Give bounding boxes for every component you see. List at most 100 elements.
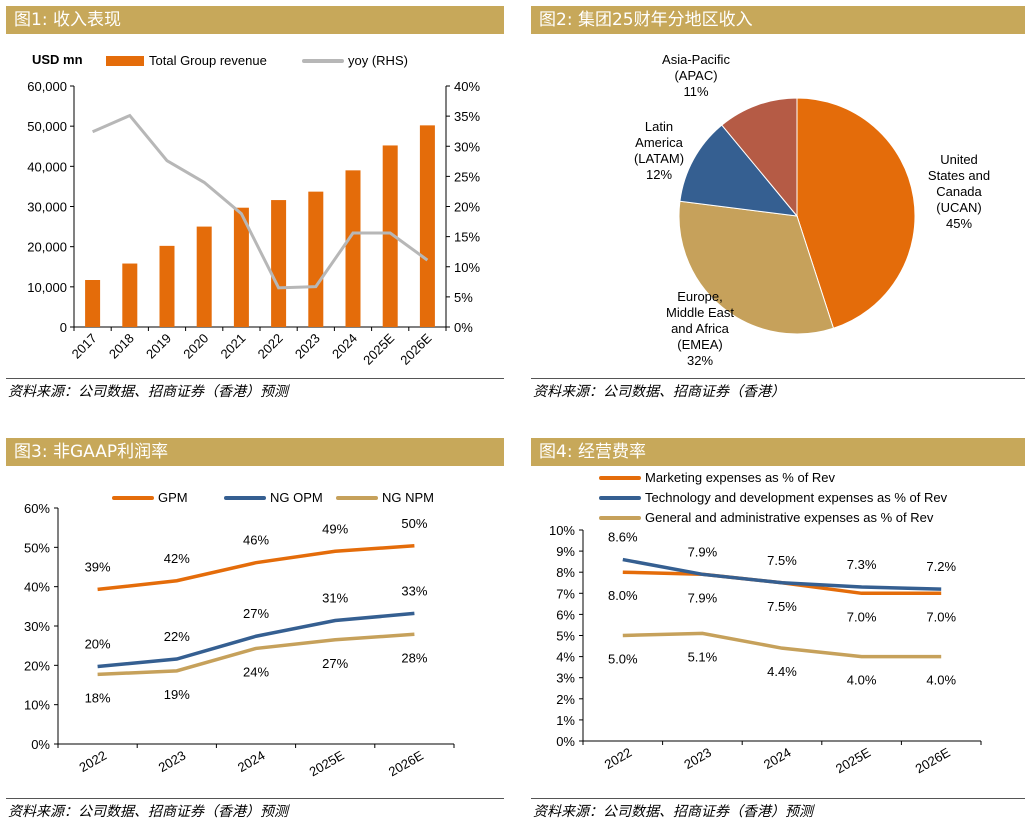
- panel-title: 图1: 收入表现: [6, 6, 504, 34]
- x-tick-label: 2024: [761, 745, 794, 772]
- bar: [308, 191, 324, 327]
- panel-title: 图4: 经营费率: [531, 438, 1025, 466]
- legend-label: GPM: [158, 490, 188, 505]
- pie-label: (LATAM): [634, 151, 684, 166]
- pie-slice: [796, 97, 916, 329]
- pie-slice: [679, 124, 799, 217]
- legend-label: General and administrative expenses as %…: [645, 510, 934, 525]
- y-tick-label: 50,000: [27, 119, 67, 134]
- pie-label: 11%: [683, 84, 708, 99]
- data-label: 19%: [164, 687, 190, 702]
- legend-label: Marketing expenses as % of Rev: [645, 470, 836, 485]
- y-tick-label: 60%: [24, 501, 50, 516]
- pie-slice: [678, 200, 835, 335]
- data-label: 31%: [322, 590, 348, 605]
- panel-source: 资料来源：公司数据、招商证券（香港）预测: [6, 798, 504, 821]
- x-tick-label: 2025E: [360, 330, 397, 367]
- y2-tick-label: 35%: [454, 109, 480, 124]
- x-tick-label: 2025E: [833, 744, 873, 776]
- pie-label: 12%: [646, 167, 672, 182]
- y-tick-label: 40,000: [27, 159, 67, 174]
- y-tick-label: 20%: [24, 658, 50, 673]
- y2-tick-label: 0%: [454, 320, 473, 335]
- y-tick-label: 20,000: [27, 240, 67, 255]
- bar: [271, 200, 287, 327]
- pie-label: (APAC): [674, 68, 717, 83]
- pie-label: America: [635, 135, 683, 150]
- pie-label: 45%: [946, 216, 972, 231]
- y-tick-label: 9%: [556, 544, 575, 559]
- pie-label: 32%: [687, 353, 713, 368]
- y2-tick-label: 20%: [454, 200, 480, 215]
- series-line: [97, 632, 415, 677]
- series-line: [622, 631, 942, 659]
- expense-chart: Marketing expenses as % of Rev Technology…: [549, 470, 982, 776]
- data-label: 7.0%: [847, 609, 877, 624]
- x-tick-label: 2024: [329, 331, 360, 362]
- panel-source: 资料来源：公司数据、招商证券（香港）预测: [6, 378, 504, 401]
- data-label: 33%: [401, 583, 427, 598]
- data-label: 7.5%: [767, 553, 797, 568]
- pie-label: Latin: [645, 119, 673, 134]
- series-line: [97, 544, 415, 592]
- y-tick-label: 7%: [556, 586, 575, 601]
- bar: [122, 263, 138, 327]
- data-label: 39%: [85, 559, 111, 574]
- pie-label: United: [940, 152, 978, 167]
- data-label: 4.4%: [767, 664, 797, 679]
- data-label: 7.0%: [926, 609, 956, 624]
- data-label: 20%: [85, 637, 111, 652]
- data-label: 7.9%: [688, 590, 718, 605]
- x-tick-label: 2026E: [397, 330, 434, 367]
- y2-tick-label: 5%: [454, 290, 473, 305]
- data-label: 8.0%: [608, 588, 638, 603]
- bar: [85, 280, 101, 327]
- y-tick-label: 0%: [556, 734, 575, 749]
- bar: [345, 170, 361, 327]
- data-label: 27%: [243, 606, 269, 621]
- x-tick-label: 2020: [180, 331, 211, 362]
- y-tick-label: 8%: [556, 565, 575, 580]
- legend-label: yoy (RHS): [348, 53, 408, 68]
- y-tick-label: 40%: [24, 580, 50, 595]
- x-tick-label: 2022: [602, 745, 635, 772]
- panel-source: 资料来源：公司数据、招商证券（香港）: [531, 378, 1025, 401]
- data-label: 8.6%: [608, 530, 638, 545]
- data-label: 50%: [401, 516, 427, 531]
- legend-swatch: [106, 56, 144, 66]
- y2-tick-label: 25%: [454, 169, 480, 184]
- panel-title: 图3: 非GAAP利润率: [6, 438, 504, 466]
- x-tick-label: 2023: [292, 331, 323, 362]
- pie-label: (EMEA): [677, 337, 723, 352]
- x-tick-label: 2026E: [386, 747, 426, 779]
- data-label: 24%: [243, 664, 269, 679]
- pie-label: Middle East: [666, 305, 734, 320]
- panel-region: 图2: 集团25财年分地区收入 United States and Canada (U…: [531, 6, 1025, 406]
- x-tick-label: 2025E: [307, 747, 347, 779]
- legend-label: NG OPM: [270, 490, 323, 505]
- y-tick-label: 0%: [31, 737, 50, 752]
- margin-chart: GPM NG OPM NG NPM 0% 10% 20% 30% 40% 50% 60% 2022 2…: [24, 490, 455, 779]
- pie-label: and Africa: [671, 321, 730, 336]
- x-tick-label: 2017: [69, 331, 100, 362]
- pie-label: Canada: [936, 184, 982, 199]
- pie-label: States and: [928, 168, 990, 183]
- legend-label: NG NPM: [382, 490, 434, 505]
- y-tick-label: 60,000: [27, 79, 67, 94]
- pie-label: Asia-Pacific: [662, 52, 730, 67]
- y-tick-label: 30%: [24, 619, 50, 634]
- data-label: 18%: [85, 690, 111, 705]
- x-tick-label: 2018: [106, 331, 137, 362]
- data-label: 27%: [322, 656, 348, 671]
- data-label: 7.5%: [767, 599, 797, 614]
- x-tick-label: 2022: [255, 331, 286, 362]
- pie-label: Europe,: [677, 289, 723, 304]
- data-label: 7.2%: [926, 559, 956, 574]
- x-tick-label: 2023: [681, 745, 714, 772]
- data-label: 22%: [164, 629, 190, 644]
- legend-label: Total Group revenue: [149, 53, 267, 68]
- data-label: 42%: [164, 551, 190, 566]
- y-tick-label: 10%: [549, 523, 575, 538]
- y-tick-label: 2%: [556, 692, 575, 707]
- bar: [159, 245, 175, 327]
